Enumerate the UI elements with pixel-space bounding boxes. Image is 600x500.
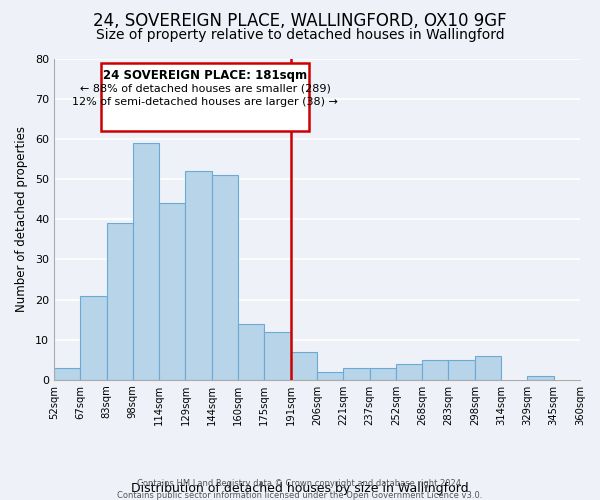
Bar [448,360,475,380]
Bar [317,372,343,380]
Bar [159,204,185,380]
Bar [238,324,265,380]
Bar [54,368,80,380]
Text: ← 88% of detached houses are smaller (289): ← 88% of detached houses are smaller (28… [80,83,331,93]
Y-axis label: Number of detached properties: Number of detached properties [15,126,28,312]
Bar [133,143,159,380]
Bar [80,296,107,380]
Bar [185,172,212,380]
Bar [422,360,448,380]
Text: 24 SOVEREIGN PLACE: 181sqm: 24 SOVEREIGN PLACE: 181sqm [103,69,307,82]
Bar [396,364,422,380]
FancyBboxPatch shape [101,63,309,131]
Bar [212,176,238,380]
Text: Contains HM Land Registry data © Crown copyright and database right 2024.
Contai: Contains HM Land Registry data © Crown c… [118,478,482,500]
Bar [343,368,370,380]
Text: 24, SOVEREIGN PLACE, WALLINGFORD, OX10 9GF: 24, SOVEREIGN PLACE, WALLINGFORD, OX10 9… [93,12,507,30]
Text: Distribution of detached houses by size in Wallingford: Distribution of detached houses by size … [131,482,469,495]
Bar [107,224,133,380]
Bar [265,332,290,380]
Bar [370,368,396,380]
Bar [475,356,501,380]
Bar [527,376,554,380]
Text: Size of property relative to detached houses in Wallingford: Size of property relative to detached ho… [95,28,505,42]
Bar [290,352,317,380]
Text: 12% of semi-detached houses are larger (38) →: 12% of semi-detached houses are larger (… [72,97,338,107]
